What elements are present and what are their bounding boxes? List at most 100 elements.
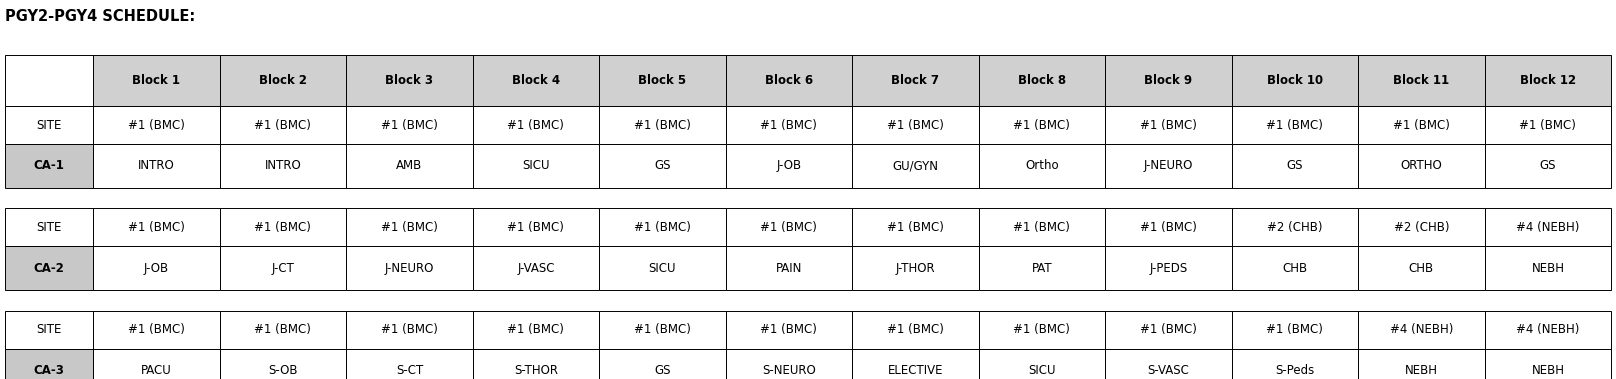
Text: #1 (BMC): #1 (BMC) [1267,119,1324,132]
Bar [346,349,472,379]
Text: PAT: PAT [1031,262,1052,275]
Text: CA-1: CA-1 [34,159,65,172]
Bar [852,144,979,188]
Bar [600,106,726,144]
Text: S-VASC: S-VASC [1147,364,1189,377]
Text: S-OB: S-OB [268,364,297,377]
Text: NEBH: NEBH [1532,262,1564,275]
Bar [472,208,600,246]
Bar [852,55,979,106]
Text: Block 6: Block 6 [764,74,813,87]
Bar [1231,55,1357,106]
Text: #1 (BMC): #1 (BMC) [381,119,438,132]
Text: INTRO: INTRO [265,159,301,172]
Bar [600,208,726,246]
Bar [346,144,472,188]
Text: GU/GYN: GU/GYN [892,159,939,172]
Bar [472,246,600,290]
Text: AMB: AMB [396,159,422,172]
Text: Block 7: Block 7 [892,74,939,87]
Text: #1 (BMC): #1 (BMC) [1013,323,1070,336]
Bar [979,311,1105,349]
Bar [472,349,600,379]
Bar [726,106,852,144]
Text: J-OB: J-OB [144,262,170,275]
Text: Block 1: Block 1 [133,74,181,87]
Bar [600,55,726,106]
Bar [1485,208,1611,246]
Text: GS: GS [654,159,671,172]
Bar [1357,106,1485,144]
Text: #1 (BMC): #1 (BMC) [761,221,818,234]
Text: #1 (BMC): #1 (BMC) [507,323,564,336]
Text: #1 (BMC): #1 (BMC) [1267,323,1324,336]
Bar [979,208,1105,246]
Text: #1 (BMC): #1 (BMC) [1139,119,1197,132]
Text: #1 (BMC): #1 (BMC) [381,221,438,234]
Text: J-NEURO: J-NEURO [385,262,435,275]
Bar [94,349,220,379]
Bar [1357,55,1485,106]
Bar [1357,311,1485,349]
Text: Block 12: Block 12 [1519,74,1576,87]
Bar [220,144,346,188]
Text: NEBH: NEBH [1532,364,1564,377]
Text: GS: GS [654,364,671,377]
Bar [1485,144,1611,188]
Bar [472,144,600,188]
Text: #1 (BMC): #1 (BMC) [633,323,690,336]
Text: #1 (BMC): #1 (BMC) [128,119,184,132]
Bar [472,55,600,106]
Bar [600,144,726,188]
Bar [1105,311,1231,349]
Text: CA-3: CA-3 [34,364,65,377]
Text: #1 (BMC): #1 (BMC) [507,119,564,132]
Text: #1 (BMC): #1 (BMC) [254,119,312,132]
Bar [220,311,346,349]
Text: Block 5: Block 5 [638,74,687,87]
Bar [220,349,346,379]
Text: #1 (BMC): #1 (BMC) [1013,119,1070,132]
Text: Block 3: Block 3 [385,74,433,87]
Text: #1 (BMC): #1 (BMC) [507,221,564,234]
Text: #1 (BMC): #1 (BMC) [128,221,184,234]
Bar [1231,106,1357,144]
Bar [1105,55,1231,106]
Bar [5,106,94,144]
Text: Block 10: Block 10 [1267,74,1324,87]
Text: PGY2-PGY4 SCHEDULE:: PGY2-PGY4 SCHEDULE: [5,9,196,25]
Bar [852,208,979,246]
Text: #1 (BMC): #1 (BMC) [761,323,818,336]
Text: #1 (BMC): #1 (BMC) [254,323,312,336]
Bar [726,144,852,188]
Bar [220,106,346,144]
Text: Block 8: Block 8 [1018,74,1067,87]
Text: #1 (BMC): #1 (BMC) [633,119,690,132]
Bar [346,55,472,106]
Text: Block 4: Block 4 [512,74,561,87]
Text: SITE: SITE [36,221,61,234]
Text: J-CT: J-CT [271,262,294,275]
Bar [94,55,220,106]
Text: S-THOR: S-THOR [514,364,558,377]
Text: #1 (BMC): #1 (BMC) [254,221,312,234]
Bar [5,311,94,349]
Bar [94,106,220,144]
Bar [1231,246,1357,290]
Text: S-Peds: S-Peds [1275,364,1314,377]
Text: Block 9: Block 9 [1144,74,1193,87]
Bar [726,55,852,106]
Text: S-CT: S-CT [396,364,423,377]
Bar [979,106,1105,144]
Text: Ortho: Ortho [1025,159,1058,172]
Bar [726,246,852,290]
Bar [220,246,346,290]
Text: #1 (BMC): #1 (BMC) [1139,221,1197,234]
Text: #1 (BMC): #1 (BMC) [887,323,944,336]
Text: #4 (NEBH): #4 (NEBH) [1516,221,1579,234]
Bar [5,208,94,246]
Text: GS: GS [1540,159,1556,172]
Bar [5,144,94,188]
Bar [5,349,94,379]
Bar [346,106,472,144]
